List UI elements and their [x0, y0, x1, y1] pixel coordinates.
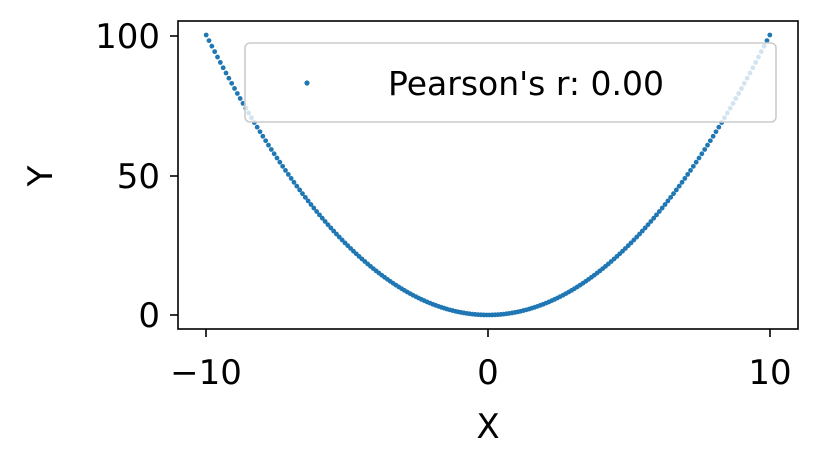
data-point [659, 205, 665, 211]
data-point [285, 172, 291, 177]
legend-box [244, 42, 777, 123]
data-point [713, 129, 719, 135]
legend-marker [304, 80, 310, 86]
data-point [764, 38, 770, 43]
data-point [693, 159, 699, 165]
data-point [325, 222, 331, 228]
data-point [642, 225, 648, 231]
y-axis: 0 50 100 Y [21, 17, 178, 336]
data-point [645, 222, 651, 228]
data-point [308, 202, 314, 207]
data-point [302, 194, 308, 200]
data-point [274, 155, 280, 161]
data-point [648, 219, 654, 224]
data-point [767, 32, 773, 38]
data-point [710, 133, 716, 139]
data-point [716, 124, 722, 130]
data-point [707, 138, 713, 144]
x-tick-label: 0 [477, 353, 499, 393]
data-point [334, 231, 339, 237]
data-point [232, 86, 237, 91]
data-point [705, 142, 710, 148]
data-point [271, 151, 277, 157]
data-point [217, 60, 223, 65]
legend-entry-label: Pearson's r: 0.00 [388, 64, 664, 103]
data-point [639, 228, 645, 234]
data-point [260, 133, 266, 139]
data-point [673, 187, 679, 193]
data-point [254, 124, 260, 130]
data-point [237, 96, 243, 101]
data-point [300, 191, 305, 197]
data-point [257, 129, 263, 135]
data-point [317, 212, 322, 218]
data-point [226, 75, 232, 81]
data-point [656, 209, 662, 214]
data-point [291, 179, 297, 185]
data-point [665, 198, 671, 204]
y-tick-label: 100 [95, 17, 160, 57]
data-point [699, 151, 705, 157]
data-point [314, 209, 320, 214]
data-point [668, 194, 674, 200]
data-point [671, 191, 676, 197]
data-point [280, 163, 286, 169]
data-point [212, 49, 218, 55]
data-point [277, 159, 283, 165]
data-point [679, 179, 685, 185]
x-axis-label: X [476, 407, 499, 447]
data-point [676, 183, 682, 189]
data-point [322, 219, 328, 224]
x-tick-label: 10 [748, 353, 791, 393]
x-tick-label: −10 [170, 353, 242, 393]
data-point [294, 183, 300, 189]
data-point [637, 231, 642, 237]
data-points [203, 32, 773, 318]
data-point [682, 175, 688, 181]
data-point [662, 202, 668, 207]
data-point [688, 168, 693, 173]
data-point [319, 215, 325, 221]
data-point [220, 65, 226, 71]
x-axis: −10 0 10 X [170, 329, 792, 447]
data-point [690, 163, 696, 169]
data-point [215, 54, 220, 60]
data-point [263, 138, 269, 144]
data-point [223, 70, 229, 76]
data-point [203, 32, 209, 38]
data-point [654, 212, 659, 218]
data-point [685, 172, 691, 177]
data-point [266, 142, 271, 148]
data-point [229, 80, 235, 86]
data-point [288, 175, 294, 181]
data-point [651, 215, 657, 221]
y-tick-label: 0 [138, 296, 160, 336]
data-point [206, 38, 212, 43]
data-point [634, 234, 640, 240]
data-point [305, 198, 311, 204]
legend: Pearson's r: 0.00 [244, 42, 777, 123]
data-point [331, 228, 337, 234]
data-point [268, 147, 274, 152]
y-tick-label: 50 [117, 157, 160, 197]
data-point [696, 155, 702, 161]
data-point [234, 91, 240, 96]
data-point [702, 147, 708, 152]
y-axis-label: Y [21, 165, 61, 187]
data-point [328, 225, 334, 231]
data-point [297, 187, 303, 193]
data-point [283, 168, 288, 173]
data-point [311, 205, 317, 211]
data-point [209, 43, 215, 49]
